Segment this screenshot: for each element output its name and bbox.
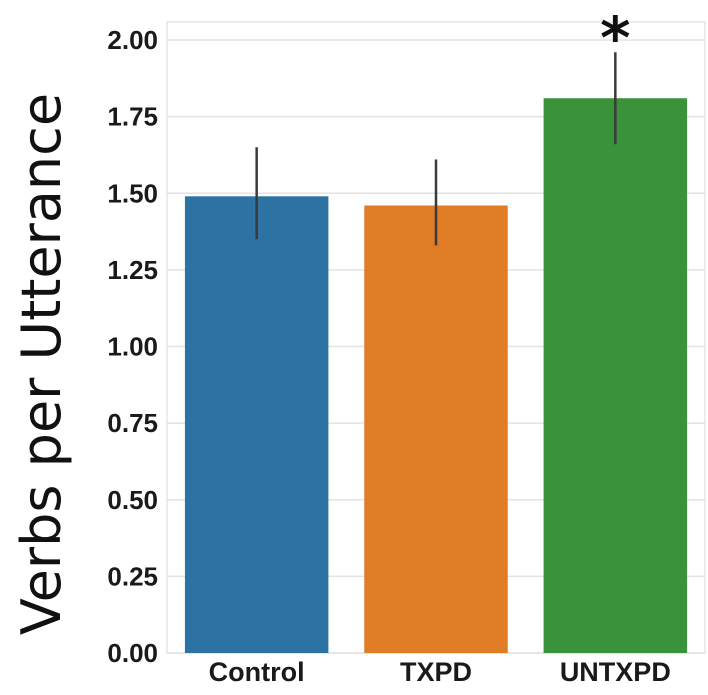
error-bars xyxy=(255,52,617,246)
y-tick-label: 2.00 xyxy=(107,25,158,55)
bar-untxpd xyxy=(543,98,688,654)
x-tick-labels: Control TXPD UNTXPD xyxy=(209,657,671,687)
y-tick-labels: 0.00 0.25 0.50 0.75 1.00 1.25 1.50 1.75 2.00 xyxy=(107,25,158,668)
bars xyxy=(184,98,688,654)
x-tick-label: TXPD xyxy=(400,657,472,687)
annotations: * xyxy=(600,4,630,72)
y-tick-label: 1.25 xyxy=(107,255,158,285)
y-tick-label: 0.75 xyxy=(107,408,158,438)
bar-control xyxy=(184,196,329,653)
y-tick-label: 0.00 xyxy=(107,638,158,668)
x-tick-label: UNTXPD xyxy=(560,657,671,687)
y-axis-title: Verbs per Utterance xyxy=(10,93,73,635)
y-tick-label: 1.00 xyxy=(107,332,158,362)
y-tick-label: 1.75 xyxy=(107,102,158,132)
y-tick-label: 0.50 xyxy=(107,485,158,515)
bar-txpd xyxy=(364,205,508,653)
y-tick-label: 0.25 xyxy=(107,561,158,591)
significance-asterisk: * xyxy=(600,4,630,72)
y-tick-label: 1.50 xyxy=(107,178,158,208)
x-tick-label: Control xyxy=(209,657,305,687)
